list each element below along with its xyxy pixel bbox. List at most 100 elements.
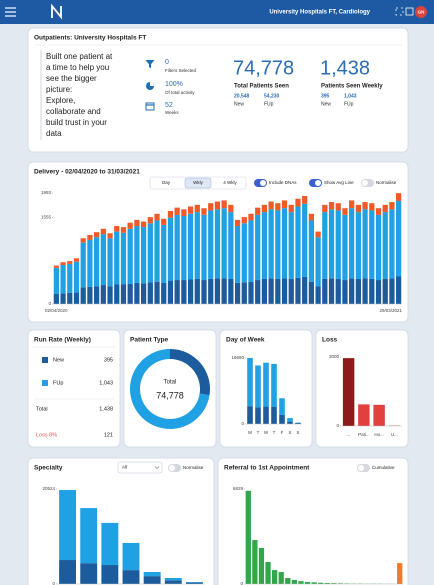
specialty-card [27, 457, 215, 585]
bar-segment [60, 293, 66, 304]
bar [258, 547, 265, 584]
bar-segment [308, 281, 315, 304]
stat-label: Filters Selected [165, 68, 197, 73]
bar-segment [100, 234, 106, 286]
view-option: Wkly [193, 180, 203, 185]
view-selected[interactable] [184, 177, 212, 189]
toggle-knob[interactable] [315, 180, 321, 186]
fullscreen-button[interactable] [405, 7, 414, 16]
bar-segment [279, 414, 285, 424]
bar-segment [208, 278, 214, 304]
intro-line: build trust in your [46, 118, 107, 127]
bar-segment [349, 278, 355, 304]
toggle-knob[interactable] [260, 180, 266, 186]
bar-segment [287, 421, 293, 424]
bar-segment [315, 237, 321, 287]
row-label: Loss 8% [36, 432, 57, 438]
bar-segment [268, 209, 274, 279]
bar-segment [369, 203, 375, 211]
bar-segment [281, 200, 288, 209]
bar-segment [140, 283, 147, 304]
dropdown[interactable] [117, 461, 163, 474]
bar-segment [241, 217, 247, 224]
app-title: University Hospitals FT, Cardiology [269, 10, 370, 16]
bar-segment [375, 214, 382, 281]
bar [331, 583, 337, 584]
bar-segment [234, 219, 241, 227]
bar-segment [369, 210, 375, 279]
bar-segment [201, 280, 207, 304]
bar-segment [255, 214, 261, 281]
bar-segment [143, 572, 161, 577]
toggle-knob[interactable] [362, 180, 368, 186]
legend-swatch [42, 357, 48, 363]
bar-segment [107, 233, 113, 239]
card-title: Referral to 1st Appointment [224, 465, 310, 472]
bar-segment [355, 278, 361, 304]
bar-segment [228, 204, 234, 213]
bar-segment [295, 206, 301, 278]
legend-swatch [42, 380, 48, 386]
stat-label: Weeks [165, 110, 179, 115]
y-tick-label: 0 [336, 423, 339, 428]
bar-segment [342, 208, 348, 215]
avatar[interactable] [415, 6, 427, 18]
bar-segment [302, 195, 308, 204]
bar [311, 582, 317, 584]
summary-card [27, 27, 409, 153]
bar-segment [67, 292, 73, 304]
x-tick-label: T [273, 430, 276, 435]
card-title: Day of Week [226, 337, 265, 344]
bar-segment [167, 210, 174, 218]
stat-label: Of total activity [165, 90, 195, 95]
bar-segment [53, 265, 59, 268]
y-tick-label: 0 [241, 421, 244, 426]
bar-segment [214, 278, 221, 304]
bar-segment [181, 280, 187, 304]
row-label: New [53, 357, 64, 363]
kpi-fup: 54,230 [264, 93, 280, 99]
bar-segment [80, 238, 86, 243]
bar-segment [60, 265, 66, 294]
bar-segment [122, 542, 140, 571]
menu-button[interactable] [5, 7, 16, 17]
bar-segment [67, 261, 73, 264]
kpi-fup-label: FUp [264, 101, 274, 107]
bar-segment [268, 278, 274, 304]
donut-center-label: Total [164, 380, 177, 386]
toggle-knob[interactable] [169, 465, 175, 471]
expand-button[interactable] [395, 7, 404, 16]
bar-segment [201, 208, 207, 215]
x-tick-label: Ho... [374, 432, 384, 437]
bar-segment [114, 284, 120, 304]
run-rate-card [27, 329, 121, 448]
toggle-label: Show Avg Line [324, 180, 354, 185]
bar-segment [214, 201, 221, 210]
bar-segment [382, 278, 388, 304]
bar [265, 562, 271, 584]
bar-segment [161, 224, 167, 283]
row-value: 121 [104, 432, 113, 438]
bar-segment [101, 565, 119, 584]
toggle-knob[interactable] [358, 465, 364, 471]
top-bar [0, 0, 434, 24]
row-value: 1,043 [99, 380, 113, 386]
donut-center-value: 74,778 [156, 390, 184, 400]
bar-segment [382, 212, 388, 279]
bar-segment [194, 278, 200, 304]
bar-segment [73, 292, 80, 304]
bar-segment [248, 213, 254, 221]
bar-segment [349, 200, 355, 209]
y-tick-label: 0 [48, 301, 51, 306]
bar-segment [120, 227, 127, 233]
bar-segment [140, 227, 147, 284]
bar-segment [221, 208, 227, 279]
bar-segment [281, 278, 288, 304]
bar-segment [208, 203, 214, 211]
bar-segment [154, 220, 160, 282]
bar-segment [174, 207, 180, 215]
bar [373, 404, 385, 426]
bar [252, 540, 258, 584]
bar-segment [248, 281, 254, 304]
